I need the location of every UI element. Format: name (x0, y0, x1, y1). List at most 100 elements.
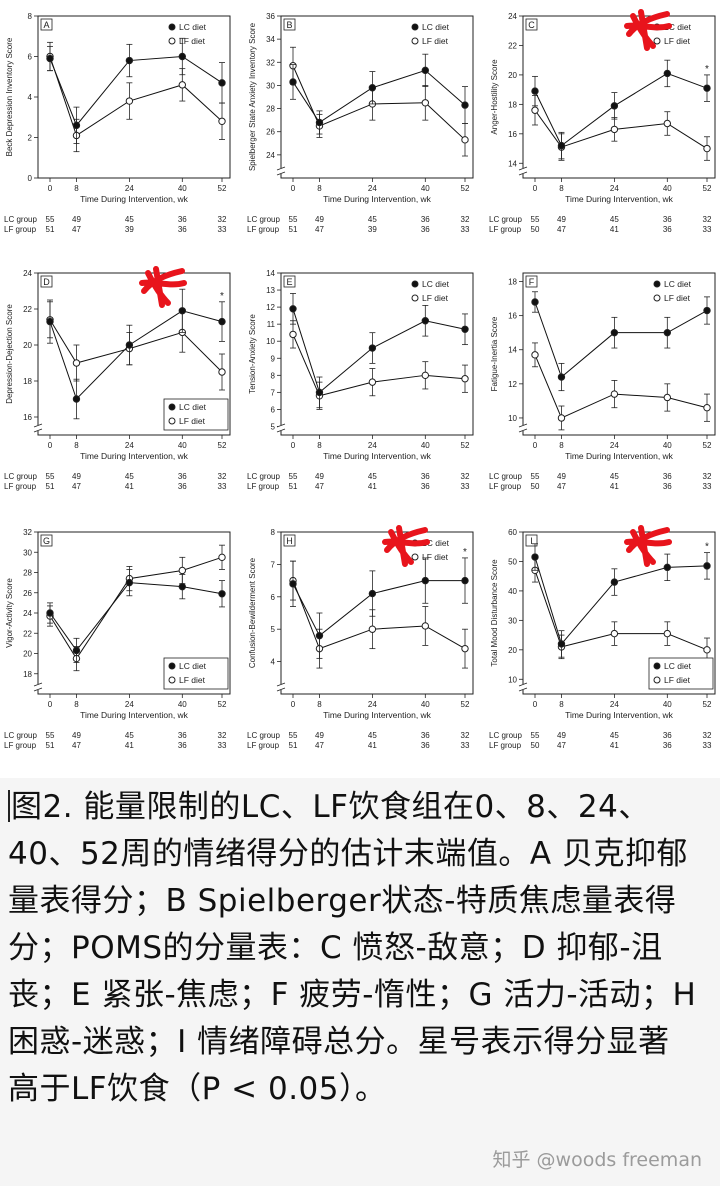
panel-letter: H (286, 536, 293, 546)
lc-line (49, 310, 223, 400)
y-tick-label: 32 (266, 58, 275, 67)
axis-break-mark (518, 682, 528, 692)
x-tick-label: 8 (559, 184, 564, 193)
legend-box (163, 657, 229, 690)
lc-point (703, 306, 711, 315)
caption-text: 图2. 能量限制的LC、LF饮食组在0、8、24、40、52周的情绪得分的估计末… (8, 789, 697, 1107)
legend-lf-marker (653, 676, 661, 684)
axis-break-gap (35, 684, 41, 690)
lc-line (534, 301, 708, 378)
lc-count: 32 (703, 731, 712, 740)
lf-point (703, 646, 711, 654)
axis-break-gap (35, 425, 41, 431)
panel-f: F 10 12 14 16 18 0 8 24 40 52 Time During Intervent… (489, 272, 716, 491)
x-tick-label: 0 (48, 700, 53, 709)
lc-point (531, 87, 539, 95)
lf-count: 33 (218, 482, 227, 491)
y-tick-label: 18 (508, 100, 517, 109)
figure-caption: 图2. 能量限制的LC、LF饮食组在0、8、24、40、52周的情绪得分的估计末… (0, 778, 720, 1186)
lf-count: 47 (72, 225, 81, 234)
legend-lc-marker (653, 280, 661, 288)
y-axis-label: Anger-Hostility Score (490, 59, 499, 135)
x-axis-label: Time During Intervention, wk (565, 710, 674, 720)
panel-letter: G (43, 536, 50, 546)
lc-point (610, 328, 619, 337)
y-tick-label: 11 (267, 320, 276, 329)
axis-break-gap (278, 684, 284, 690)
y-tick-label: 5 (271, 422, 276, 431)
lf-count: 47 (315, 482, 324, 491)
y-tick-label: 10 (508, 675, 517, 684)
y-tick-label: 2 (28, 134, 33, 143)
x-tick-label: 52 (461, 441, 470, 450)
significance-star: * (705, 542, 709, 553)
panel-letter: D (43, 277, 50, 287)
x-tick-label: 52 (218, 184, 227, 193)
lc-count: 36 (178, 472, 187, 481)
y-tick-label: 6 (271, 593, 276, 602)
x-tick-label: 24 (610, 184, 619, 193)
x-tick-label: 0 (48, 184, 53, 193)
lf-count: 47 (72, 741, 81, 750)
y-tick-label: 16 (508, 312, 517, 321)
y-tick-label: 24 (23, 609, 32, 618)
lc-line (49, 582, 223, 652)
x-tick-label: 24 (610, 441, 619, 450)
lc-count: 55 (46, 472, 55, 481)
legend-lc-label: LC diet (179, 661, 207, 671)
lf-group-label: LF group (4, 741, 37, 750)
panel-i: I 10 20 30 40 50 60 0 8 24 40 52 Time During Interve… (489, 525, 716, 750)
panel-letter: E (286, 277, 292, 287)
y-tick-label: 28 (266, 105, 275, 114)
x-tick-label: 0 (533, 700, 538, 709)
x-tick-label: 40 (663, 700, 672, 709)
axis-break-mark (518, 423, 528, 433)
x-tick-label: 52 (703, 184, 712, 193)
lf-series (46, 41, 226, 153)
x-axis-label: Time During Intervention, wk (565, 194, 674, 204)
lc-group-label: LC group (247, 215, 280, 224)
legend-lf-label: LF diet (422, 293, 449, 303)
lc-point (461, 325, 469, 333)
plot-frame (522, 531, 716, 695)
lf-point (368, 625, 377, 633)
red-scribble (624, 9, 672, 51)
significance-star: * (705, 64, 709, 75)
lc-point (72, 121, 81, 130)
y-tick-label: 4 (28, 93, 33, 102)
panel-letter-box (283, 534, 296, 547)
legend-lc-marker (168, 23, 176, 31)
plot-frame (37, 272, 231, 436)
lc-point (125, 56, 134, 65)
x-tick-label: 40 (421, 441, 430, 450)
y-tick-label: 8 (28, 12, 33, 21)
y-tick-label: 32 (23, 528, 32, 537)
red-annotation-mark (624, 525, 672, 567)
lf-point (218, 368, 226, 376)
panel-letter: I (530, 536, 533, 546)
lf-count: 41 (368, 482, 377, 491)
y-tick-label: 16 (508, 130, 517, 139)
plot-frame (522, 15, 716, 179)
lf-point (531, 106, 539, 114)
legend-lf-label: LF diet (422, 552, 449, 562)
lc-series (531, 291, 711, 392)
lc-series (46, 288, 226, 420)
y-tick-label: 26 (23, 589, 32, 598)
axis-break-mark (276, 682, 286, 692)
lf-count: 36 (178, 741, 187, 750)
lf-group-label: LF group (247, 741, 280, 750)
legend-lf-label: LF diet (422, 36, 449, 46)
lf-point (72, 359, 81, 367)
y-tick-label: 18 (23, 670, 32, 679)
x-tick-label: 0 (291, 184, 296, 193)
lf-point (531, 351, 539, 359)
x-tick-label: 8 (559, 700, 564, 709)
x-tick-label: 8 (317, 700, 322, 709)
lf-count: 41 (368, 741, 377, 750)
lc-point (46, 317, 54, 326)
lc-point (178, 52, 187, 61)
lc-group-label: LC group (247, 472, 280, 481)
lf-group-label: LF group (489, 741, 522, 750)
